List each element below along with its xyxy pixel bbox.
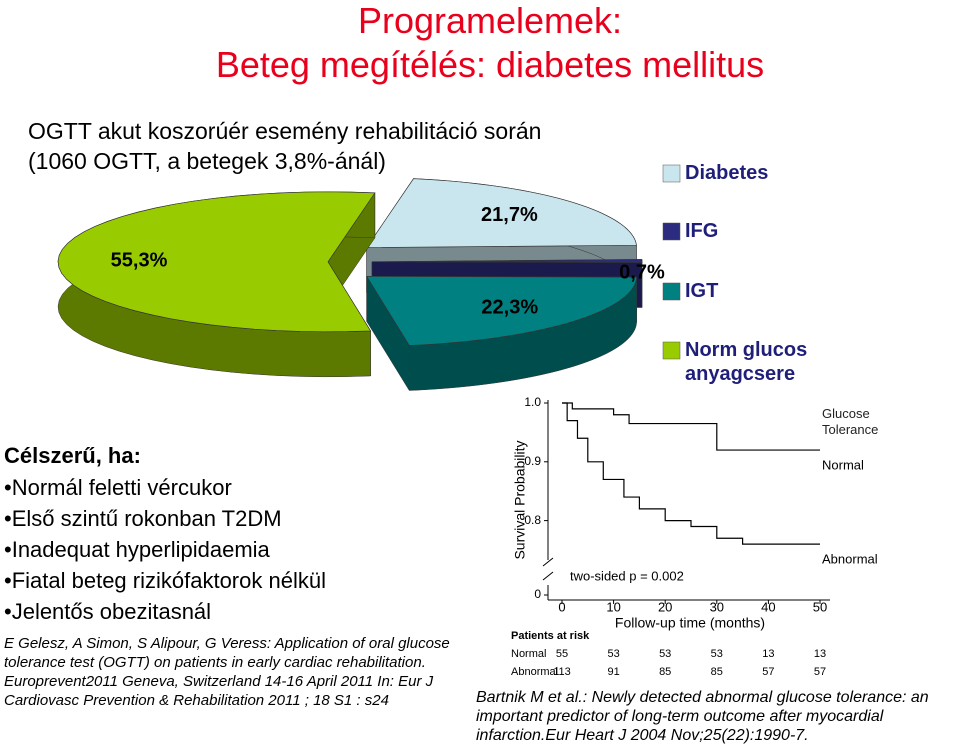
legend-swatch [662, 341, 681, 360]
title-line: Beteg megítélés: diabetes mellitus [215, 44, 765, 85]
legend-swatch [662, 164, 681, 183]
intro-line: (1060 OGTT, a betegek 3,8%-ánál) [28, 148, 386, 174]
axis-break [542, 571, 554, 581]
citation: Bartnik M et al.: Newly detected abnorma… [476, 689, 929, 744]
criteria-item: •Fiatal beteg rizikófaktorok nélkül [4, 568, 326, 593]
x-tick-label: 50 [813, 599, 827, 614]
x-tick-label: 20 [658, 599, 672, 614]
risk-value: 53 [607, 648, 619, 660]
criteria-item: •Inadequat hyperlipidaemia [4, 537, 270, 562]
survival-curve [562, 402, 820, 451]
value-label: 22,3% [481, 297, 538, 319]
x-tick-label: 10 [606, 599, 620, 614]
annotation: two-sided p = 0.002 [570, 568, 684, 583]
pie-slice [366, 276, 638, 346]
title-line: Programelemek: [357, 0, 623, 41]
risk-value: 53 [659, 648, 671, 660]
risk-table-title: Patients at risk [511, 630, 590, 642]
legend-swatch [662, 222, 681, 241]
survival-curve [562, 402, 820, 545]
y-tick-label: 0.8 [524, 513, 541, 527]
legend-label: Diabetes [685, 162, 769, 184]
value-label: 21,7% [481, 204, 538, 226]
criteria-item: •Normál feletti vércukor [4, 475, 232, 500]
value-label: 55,3% [111, 250, 168, 272]
y-axis-label: Survival Probability [512, 440, 528, 559]
risk-value: 53 [711, 648, 723, 660]
series-label: Abnormal [822, 552, 878, 567]
criteria-item: •Első szintű rokonban T2DM [4, 506, 282, 531]
pie-slice [371, 259, 643, 263]
risk-value: 57 [814, 666, 826, 678]
risk-value: 13 [762, 648, 774, 660]
y-tick-label: 1.0 [524, 395, 541, 409]
risk-value: 91 [607, 666, 619, 678]
risk-row-name: Normal [511, 648, 546, 660]
intro-line: OGTT akut koszorúér esemény rehabilitáci… [28, 118, 542, 144]
reference: E Gelesz, A Simon, S Alipour, G Veress: … [4, 635, 450, 709]
legend-swatch [662, 282, 681, 301]
risk-value: 13 [814, 648, 826, 660]
x-tick-label: 40 [761, 599, 775, 614]
risk-value: 85 [659, 666, 671, 678]
risk-value: 57 [762, 666, 774, 678]
axis-break [542, 557, 554, 567]
y-tick-label: 0 [534, 587, 541, 601]
risk-row-name: Abnormal [511, 666, 558, 678]
value-label: 0,7% [619, 261, 665, 283]
risk-value: 55 [556, 648, 568, 660]
pie-slice [57, 191, 376, 333]
legend-label: Norm glucos anyagcsere [685, 339, 808, 385]
criteria-heading: Célszerű, ha: [4, 443, 141, 468]
x-tick-label: 30 [710, 599, 724, 614]
legend-label: IFG [685, 220, 719, 242]
y-tick-label: 0.9 [524, 454, 541, 468]
criteria-item: •Jelentős obezitasnál [4, 599, 212, 624]
legend-label: IGT [685, 280, 719, 302]
risk-value: 113 [553, 666, 571, 678]
risk-value: 85 [711, 666, 723, 678]
x-tick-label: 0 [558, 599, 565, 614]
series-label: Normal [822, 457, 864, 472]
pie-slice [365, 178, 637, 248]
x-axis-label: Follow-up time (months) [615, 615, 765, 631]
legend-title: Glucose Tolerance [822, 406, 879, 437]
